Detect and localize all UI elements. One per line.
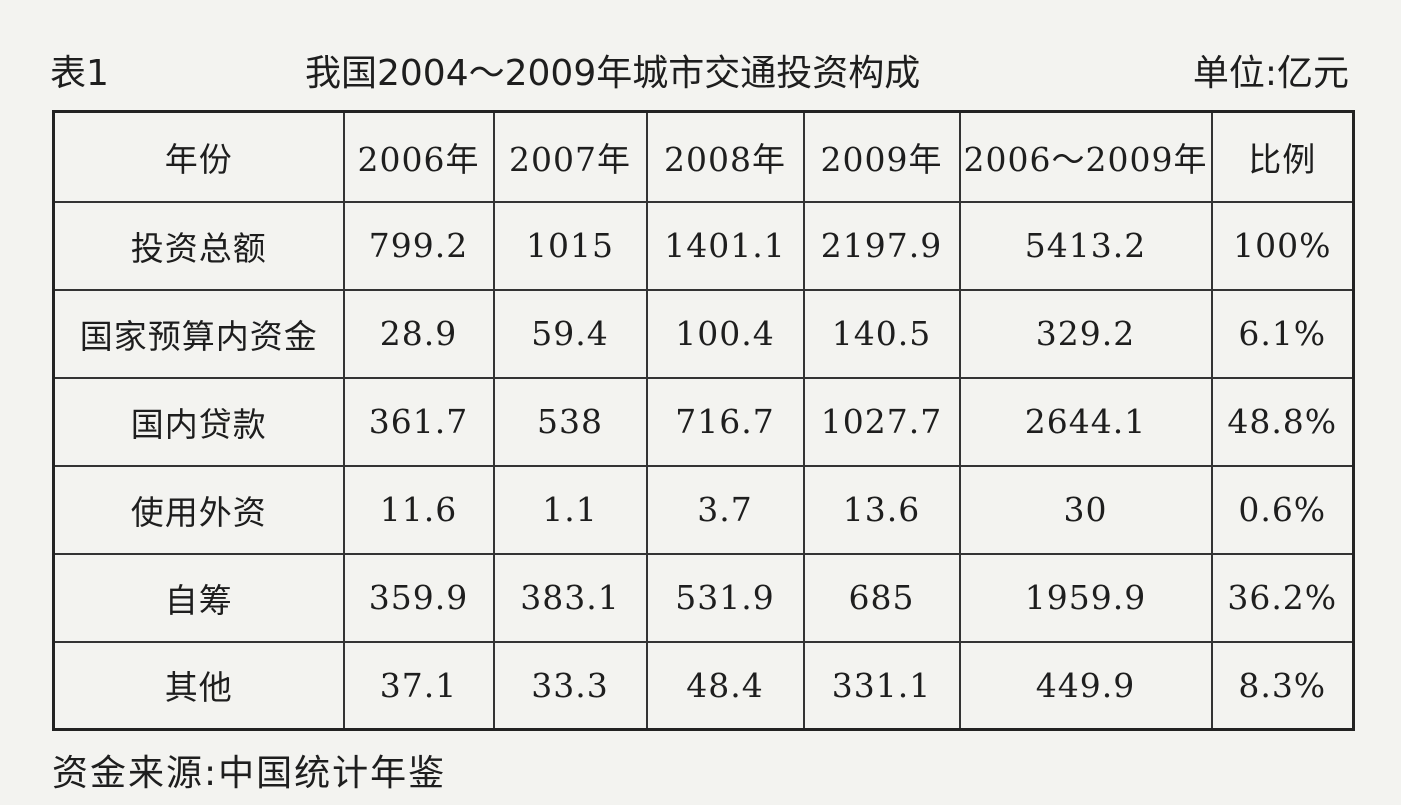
table-cell: 13.6 — [802, 464, 961, 555]
header-cell: 2007年 — [492, 110, 648, 203]
header-cell: 2009年 — [802, 110, 961, 203]
table-cell: 30 — [958, 464, 1213, 555]
table-cell: 140.5 — [802, 288, 961, 379]
table-cell: 100.4 — [645, 288, 805, 379]
table-cell: 37.1 — [342, 640, 495, 731]
table-cell: 100% — [1210, 200, 1355, 291]
table-cell: 6.1% — [1210, 288, 1355, 379]
table-row: 投资总额 799.2 1015 1401.1 2197.9 5413.2 100% — [52, 200, 1355, 291]
table-cell: 59.4 — [492, 288, 648, 379]
table-cell: 48.4 — [645, 640, 805, 731]
table-cell: 1401.1 — [645, 200, 805, 291]
table-cell: 36.2% — [1210, 552, 1355, 643]
table-cell: 383.1 — [492, 552, 648, 643]
table-cell: 716.7 — [645, 376, 805, 467]
header-cell: 2006年 — [342, 110, 495, 203]
table-cell: 538 — [492, 376, 648, 467]
table-row: 年份 2006年 2007年 2008年 2009年 2006～2009年 比例 — [52, 110, 1355, 203]
table-cell: 799.2 — [342, 200, 495, 291]
table-cell: 8.3% — [1210, 640, 1355, 731]
table-cell: 国内贷款 — [52, 376, 345, 467]
table-cell: 361.7 — [342, 376, 495, 467]
header-cell: 比例 — [1210, 110, 1355, 203]
table-cell: 国家预算内资金 — [52, 288, 345, 379]
table-cell: 359.9 — [342, 552, 495, 643]
table-cell: 投资总额 — [52, 200, 345, 291]
table-cell: 449.9 — [958, 640, 1213, 731]
table-cell: 33.3 — [492, 640, 648, 731]
table-label: 表1 — [50, 53, 109, 94]
table-cell: 1959.9 — [958, 552, 1213, 643]
table-cell: 48.8% — [1210, 376, 1355, 467]
table-cell: 1.1 — [492, 464, 648, 555]
table-cell: 1015 — [492, 200, 648, 291]
table-cell: 2197.9 — [802, 200, 961, 291]
table-row: 国家预算内资金 28.9 59.4 100.4 140.5 329.2 6.1% — [52, 288, 1355, 379]
table-row: 其他 37.1 33.3 48.4 331.1 449.9 8.3% — [52, 640, 1355, 731]
table-cell: 11.6 — [342, 464, 495, 555]
header-cell: 年份 — [52, 110, 345, 203]
table-cell: 其他 — [52, 640, 345, 731]
table-title: 我国2004～2009年城市交通投资构成 — [305, 53, 921, 94]
table-cell: 使用外资 — [52, 464, 345, 555]
table-cell: 685 — [802, 552, 961, 643]
source-note: 资金来源:中国统计年鉴 — [52, 753, 447, 794]
table-cell: 531.9 — [645, 552, 805, 643]
header-cell: 2008年 — [645, 110, 805, 203]
data-table: 年份 2006年 2007年 2008年 2009年 2006～2009年 比例 投资总额 79… — [52, 110, 1355, 731]
table-cell: 5413.2 — [958, 200, 1213, 291]
table-row: 自筹 359.9 383.1 531.9 685 1959.9 36.2% — [52, 552, 1355, 643]
table-cell: 2644.1 — [958, 376, 1213, 467]
table-cell: 3.7 — [645, 464, 805, 555]
unit: 单位:亿元 — [1192, 53, 1349, 94]
table-row: 国内贷款 361.7 538 716.7 1027.7 2644.1 48.8% — [52, 376, 1355, 467]
table-cell: 329.2 — [958, 288, 1213, 379]
table-row: 使用外资 11.6 1.1 3.7 13.6 30 0.6% — [52, 464, 1355, 555]
header-cell: 2006～2009年 — [958, 110, 1213, 203]
table-cell: 0.6% — [1210, 464, 1355, 555]
table-cell: 1027.7 — [802, 376, 961, 467]
table-cell: 28.9 — [342, 288, 495, 379]
table-cell: 自筹 — [52, 552, 345, 643]
table-cell: 331.1 — [802, 640, 961, 731]
